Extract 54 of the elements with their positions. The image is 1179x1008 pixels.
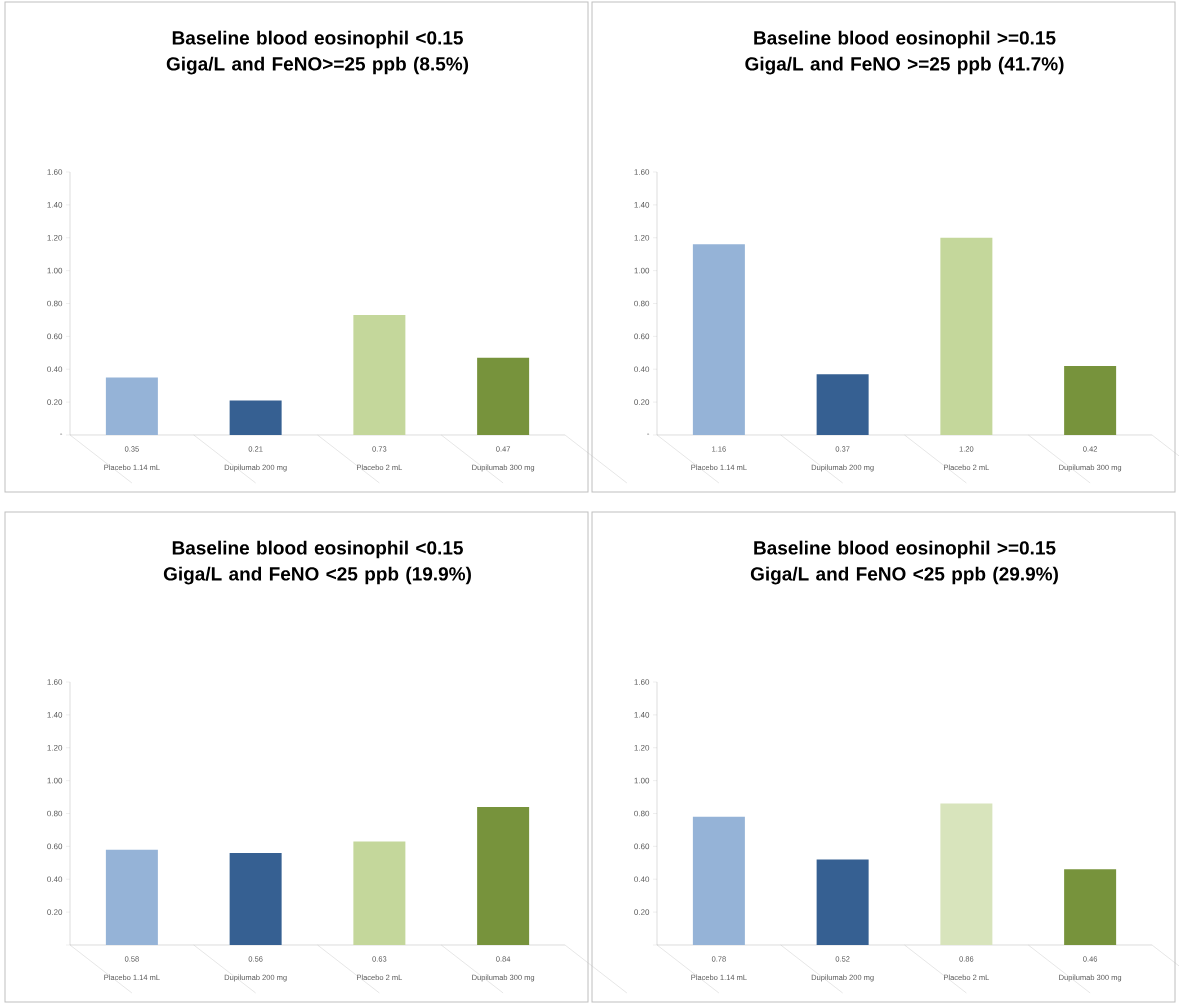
- bar: [105, 849, 158, 945]
- y-tick-label: 1.20: [634, 234, 650, 241]
- bar: [692, 816, 745, 945]
- y-tick-label: 0.60: [47, 843, 63, 850]
- chart-title: Baseline blood eosinophil >=0.15 Giga/L and FeNO >=25 ppb (41.7%): [745, 30, 1064, 75]
- bar: [353, 314, 406, 435]
- bar: [940, 803, 993, 945]
- chart-title: Baseline blood eosinophil <0.15 Giga/L and FeNO>=25 ppb (8.5%): [166, 30, 469, 75]
- y-tick-label: 1.00: [47, 777, 63, 784]
- y-tick-label: 0.80: [634, 810, 650, 817]
- y-tick-label: 0.80: [47, 300, 63, 307]
- y-tick-label: 0.80: [47, 810, 63, 817]
- bar: [940, 237, 993, 435]
- bar: [477, 806, 530, 945]
- y-tick-label: 1.40: [634, 712, 650, 718]
- y-tick-label: -: [60, 433, 63, 435]
- y-tick-label: 1.00: [47, 267, 63, 274]
- y-tick-label: 1.20: [47, 234, 63, 241]
- chart-title: Baseline blood eosinophil >=0.15 Giga/L and FeNO <25 ppb (29.9%): [750, 540, 1058, 585]
- bar: [816, 859, 869, 945]
- y-tick-label: 0.20: [47, 399, 63, 405]
- bar: [692, 244, 745, 435]
- y-tick-label: 1.00: [634, 777, 650, 784]
- y-tick-label: 0.60: [47, 333, 63, 340]
- y-tick-label: 1.40: [634, 202, 650, 208]
- y-tick-label: 0.60: [634, 843, 650, 850]
- y-tick-label: 0.40: [47, 366, 63, 373]
- y-tick-label: 0.80: [634, 300, 650, 307]
- y-tick-label: 0.40: [47, 876, 63, 883]
- y-tick-label: 1.20: [634, 744, 650, 751]
- bar: [353, 841, 406, 945]
- y-tick-label: 1.60: [47, 169, 63, 175]
- bar: [105, 377, 158, 435]
- y-tick-label: 0.40: [634, 876, 650, 883]
- y-tick-label: 1.00: [634, 267, 650, 274]
- chart-title: Baseline blood eosinophil <0.15 Giga/L and FeNO <25 ppb (19.9%): [163, 540, 471, 585]
- y-tick-label: 1.40: [47, 202, 63, 208]
- bar: [1064, 365, 1117, 435]
- bar: [477, 357, 530, 435]
- y-tick-label: 0.20: [634, 909, 650, 915]
- y-tick-label: 0.40: [634, 366, 650, 373]
- bar: [1064, 869, 1117, 945]
- bar: [229, 400, 282, 435]
- bar: [816, 374, 869, 435]
- y-tick-label: 0.20: [634, 399, 650, 405]
- y-tick-label: 1.20: [47, 744, 63, 751]
- y-tick-label: -: [647, 433, 650, 435]
- y-tick-label: 0.60: [634, 333, 650, 340]
- y-tick-label: 1.40: [47, 712, 63, 718]
- y-tick-label: 1.60: [47, 679, 63, 685]
- y-tick-label: 0.20: [47, 909, 63, 915]
- y-tick-label: 1.60: [634, 679, 650, 685]
- y-tick-label: 1.60: [634, 169, 650, 175]
- bar: [229, 852, 282, 945]
